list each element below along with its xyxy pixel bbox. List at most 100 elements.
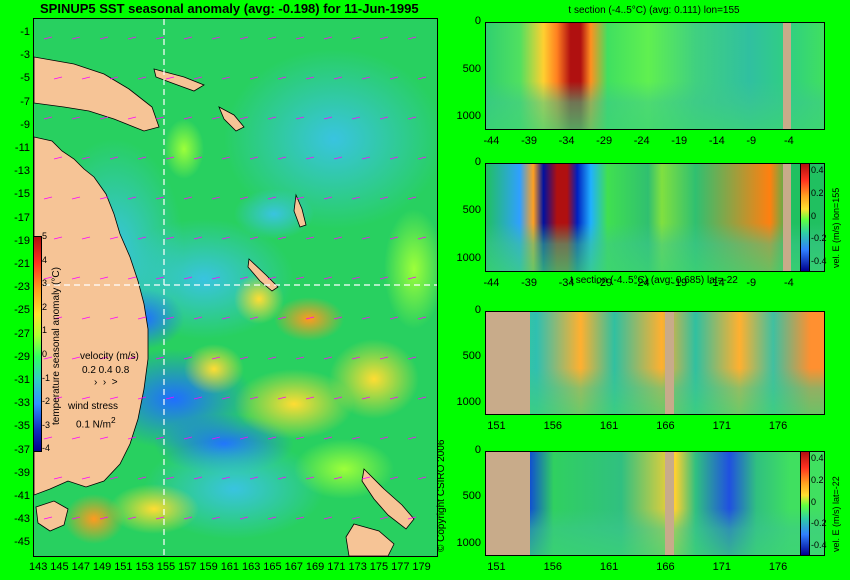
wind-arrow bbox=[99, 196, 109, 200]
wind-arrow bbox=[165, 156, 175, 160]
velocity-legend-arrows: › › > bbox=[94, 377, 118, 388]
map-colorbar bbox=[33, 236, 42, 452]
wind-arrow bbox=[165, 76, 175, 80]
map-colorbar-label: temperature seasonal anomaly (°C) bbox=[51, 267, 62, 425]
land-column bbox=[783, 23, 792, 129]
wind-arrow bbox=[109, 236, 119, 240]
wind-arrow bbox=[71, 356, 81, 360]
depth-tick-label: 0 bbox=[474, 444, 481, 456]
wind-arrow bbox=[407, 36, 417, 40]
wind-arrow bbox=[99, 516, 109, 520]
land-column bbox=[665, 452, 675, 555]
wind-arrow bbox=[305, 156, 315, 160]
section-x-tick-label: 176 bbox=[768, 561, 788, 573]
depth-shading bbox=[486, 164, 824, 271]
section-x-tick-label: -14 bbox=[708, 135, 725, 147]
lat-tick-label: -13 bbox=[14, 165, 30, 178]
wind-arrow bbox=[137, 156, 147, 160]
lat-tick-label: -31 bbox=[14, 374, 30, 386]
wind-arrow bbox=[155, 36, 165, 40]
wind-arrow bbox=[239, 516, 249, 520]
section-x-tick-label: -44 bbox=[483, 277, 500, 289]
wind-arrow bbox=[305, 476, 315, 480]
lat-tick-label: -11 bbox=[14, 142, 30, 154]
wind-arrow bbox=[127, 276, 137, 280]
wind-arrow bbox=[43, 196, 53, 200]
wind-arrow bbox=[239, 196, 249, 200]
wind-arrow bbox=[305, 76, 315, 80]
wind-arrow bbox=[249, 76, 259, 80]
bougainville bbox=[218, 106, 245, 132]
lat-tick-label: -33 bbox=[14, 397, 30, 410]
wind-arrow bbox=[323, 196, 333, 200]
depth-tick-label: 500 bbox=[462, 62, 481, 75]
velocity-colorbar-tick: 0 bbox=[811, 210, 817, 221]
wind-arrow bbox=[333, 76, 343, 80]
wind-arrow bbox=[81, 76, 91, 80]
wind-arrow bbox=[249, 316, 259, 320]
wind-arrow bbox=[239, 116, 249, 120]
wind-arrow bbox=[193, 156, 203, 160]
velocity-legend-values: 0.2 0.4 0.8 bbox=[82, 365, 130, 376]
depth-tick-label: 1000 bbox=[456, 395, 481, 408]
wind-arrow bbox=[221, 156, 231, 160]
velocity-colorbar-tick: -0.2 bbox=[811, 518, 827, 529]
depth-tick-label: 1000 bbox=[456, 252, 481, 265]
wind-arrow bbox=[407, 276, 417, 280]
wind-arrow bbox=[193, 396, 203, 400]
sst-map bbox=[33, 18, 438, 557]
wind-arrow bbox=[53, 396, 63, 400]
wind-arrow bbox=[407, 116, 417, 120]
lon-tick-label: 173 bbox=[348, 561, 367, 573]
wind-arrow bbox=[351, 116, 361, 120]
lon-tick-label: 145 bbox=[50, 561, 69, 573]
wind-arrow bbox=[277, 76, 287, 80]
section-x-tick-label: -29 bbox=[596, 135, 613, 147]
wind-arrow bbox=[295, 356, 305, 360]
wind-arrow bbox=[305, 316, 315, 320]
wind-arrow bbox=[81, 236, 91, 240]
wind-arrow bbox=[239, 276, 249, 280]
wind-arrow bbox=[249, 396, 259, 400]
wind-arrow bbox=[211, 36, 221, 40]
lon-tick-label: 147 bbox=[71, 561, 90, 573]
temperature-section bbox=[485, 311, 825, 415]
wind-arrow bbox=[361, 156, 371, 160]
lat-tick-label: -35 bbox=[14, 420, 30, 433]
wind-arrow bbox=[43, 356, 53, 360]
section-x-tick-label: -14 bbox=[708, 277, 725, 289]
wind-arrow bbox=[137, 476, 147, 480]
wind-arrow bbox=[211, 276, 221, 280]
wind-arrow bbox=[417, 396, 427, 400]
wind-arrow bbox=[53, 156, 63, 160]
wind-arrow bbox=[379, 436, 389, 440]
wind-arrow bbox=[417, 316, 427, 320]
wind-arrow bbox=[211, 516, 221, 520]
section-x-tick-label: -19 bbox=[671, 277, 688, 289]
wind-stress-arrows bbox=[43, 36, 427, 520]
wind-arrow bbox=[267, 36, 277, 40]
wind-arrow bbox=[379, 356, 389, 360]
wind-arrow bbox=[267, 276, 277, 280]
lon-tick-label: 155 bbox=[156, 561, 176, 573]
wind-arrow bbox=[127, 436, 137, 440]
wind-arrow bbox=[361, 316, 371, 320]
section-x-tick-label: 161 bbox=[599, 561, 619, 573]
wind-legend-value: 0.1 N/m2 bbox=[76, 415, 116, 431]
wind-legend-label: wind stress bbox=[68, 401, 119, 412]
wind-arrow bbox=[183, 436, 193, 440]
wind-arrow bbox=[333, 156, 343, 160]
wind-arrow bbox=[155, 516, 165, 520]
section-x-tick-label: -19 bbox=[671, 135, 688, 147]
wind-arrow bbox=[361, 236, 371, 240]
wind-arrow bbox=[407, 196, 417, 200]
wind-arrow bbox=[71, 196, 81, 200]
wind-arrow bbox=[71, 116, 81, 120]
wind-arrow bbox=[379, 116, 389, 120]
wind-arrow bbox=[155, 356, 165, 360]
lat-tick-label: -3 bbox=[20, 49, 30, 62]
wind-arrow bbox=[351, 356, 361, 360]
wind-arrow bbox=[99, 356, 109, 360]
wind-arrow bbox=[53, 76, 63, 80]
wind-arrow bbox=[183, 196, 193, 200]
